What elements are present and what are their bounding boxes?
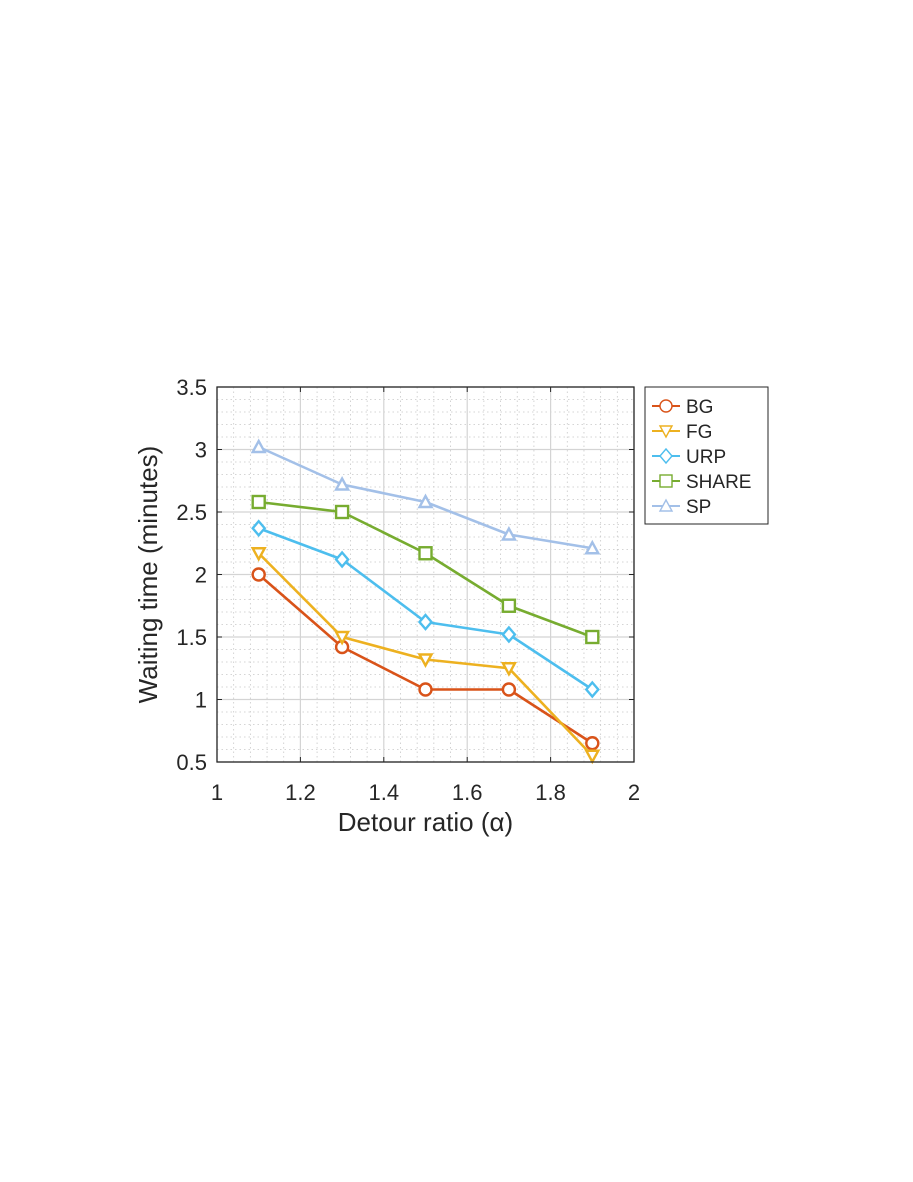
data-point-urp — [584, 680, 600, 699]
data-point-share — [585, 629, 600, 645]
data-point-urp — [251, 519, 267, 538]
legend: BG FG URP SHARE SP — [644, 386, 769, 525]
data-point-fg — [584, 749, 601, 765]
data-point-sp — [250, 438, 267, 454]
data-point-sp — [500, 525, 517, 541]
legend-label-bg: BG — [686, 397, 713, 418]
legend-item-urp: URP — [652, 447, 726, 468]
y-tick-label: 1 — [195, 688, 207, 713]
x-tick-label: 1.4 — [369, 780, 400, 805]
legend-marker-bg — [659, 399, 673, 413]
legend-label-share: SHARE — [686, 472, 751, 493]
legend-label-urp: URP — [686, 447, 726, 468]
y-tick-label: 3.5 — [176, 375, 207, 400]
y-axis-ticks: 0.5 1 1.5 2 2.5 3 3.5 — [176, 375, 634, 775]
data-point-bg — [251, 567, 266, 582]
data-point-sp — [334, 475, 351, 491]
x-tick-label: 2 — [628, 780, 640, 805]
y-tick-label: 3 — [195, 438, 207, 463]
data-point-bg — [585, 736, 600, 751]
series-sp — [250, 438, 601, 555]
legend-item-sp: SP — [652, 497, 711, 518]
series-urp — [251, 519, 600, 699]
y-tick-label: 1.5 — [176, 625, 207, 650]
data-point-urp — [417, 613, 434, 631]
data-point-sp — [417, 493, 434, 509]
series-fg — [250, 547, 601, 765]
series-layer — [250, 438, 601, 765]
x-tick-label: 1 — [211, 780, 223, 805]
data-point-bg — [418, 682, 433, 697]
legend-marker-fg — [658, 425, 674, 439]
data-point-bg — [501, 682, 517, 697]
x-tick-label: 1.6 — [452, 780, 483, 805]
data-point-fg — [334, 630, 351, 646]
data-point-fg — [250, 547, 267, 562]
legend-marker-sp — [658, 498, 674, 512]
data-point-share — [501, 598, 517, 613]
data-point-sp — [584, 539, 601, 555]
legend-item-bg: BG — [652, 397, 713, 418]
data-point-urp — [334, 550, 350, 569]
legend-label-sp: SP — [686, 497, 711, 518]
y-tick-label: 2.5 — [176, 500, 207, 525]
legend-marker-urp — [659, 447, 673, 465]
data-point-share — [251, 494, 266, 510]
legend-marker-share — [659, 474, 673, 488]
legend-item-share: SHARE — [652, 472, 751, 493]
data-point-fg — [417, 653, 434, 669]
data-point-share — [334, 504, 350, 520]
y-tick-label: 2 — [195, 563, 207, 588]
data-point-share — [418, 546, 433, 561]
x-tick-label: 1.8 — [535, 780, 566, 805]
x-axis-label: Detour ratio (α) — [338, 807, 513, 837]
x-tick-label: 1.2 — [285, 780, 316, 805]
data-point-urp — [501, 625, 517, 644]
legend-item-fg: FG — [652, 422, 712, 443]
legend-label-fg: FG — [686, 422, 712, 443]
y-axis-label: Waiting time (minutes) — [133, 446, 163, 704]
y-tick-label: 0.5 — [176, 750, 207, 775]
x-axis-ticks: 1 1.2 1.4 1.6 1.8 2 — [211, 387, 640, 805]
data-point-fg — [500, 662, 517, 677]
series-share — [251, 494, 600, 645]
series-bg — [251, 567, 600, 751]
